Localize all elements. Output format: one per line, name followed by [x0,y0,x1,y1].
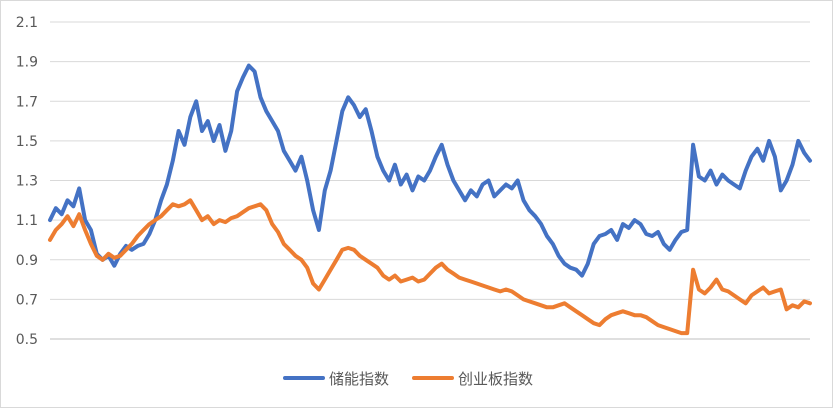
y-tick-label: 1.9 [16,55,38,71]
y-tick-label: 1.7 [16,94,38,110]
legend: 储能指数 创业板指数 [283,370,533,388]
series-line-1 [48,63,812,278]
y-tick-label: 2.1 [16,15,38,31]
y-tick-label: 0.9 [16,253,38,269]
series-lines [48,63,812,336]
y-tick-label: 1.3 [16,174,38,190]
legend-label-1: 储能指数 [329,370,389,388]
series-line-2 [48,198,812,336]
y-tick-label: 0.5 [16,332,38,348]
y-tick-label: 1.5 [16,134,38,150]
y-tick-label: 1.1 [16,213,38,229]
y-axis-tick-labels: 0.5 0.7 0.9 1.1 1.3 1.5 1.7 1.9 2.1 [16,15,38,348]
gridlines [50,21,810,340]
legend-label-2: 创业板指数 [458,370,533,388]
y-tick-label: 0.7 [16,292,38,308]
